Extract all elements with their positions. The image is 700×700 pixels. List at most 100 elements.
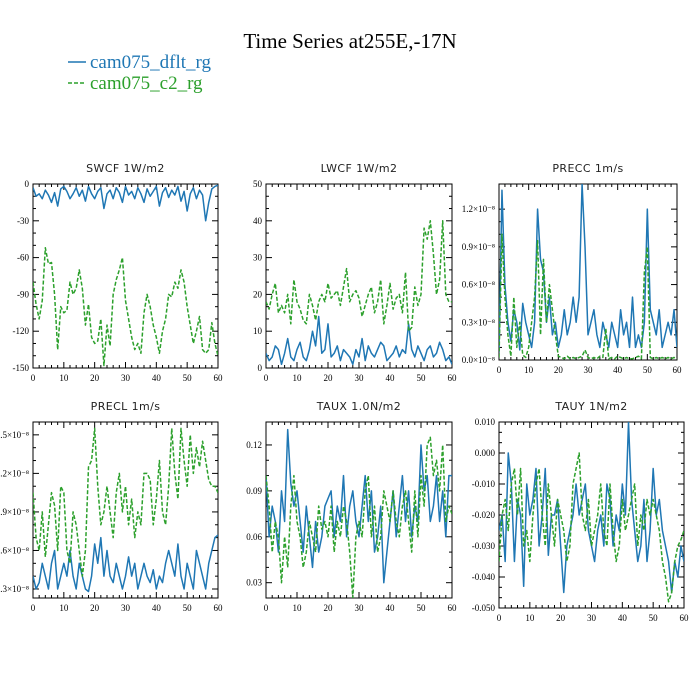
swcf-series-group [33, 184, 218, 367]
precl-series-c2-line [33, 427, 218, 577]
lwcf-series-dflt-line [266, 315, 452, 366]
precl-ytick-label: .5×10⁻⁸ [0, 430, 29, 440]
tauy-series-c2-line [499, 452, 684, 603]
lwcf-ytick-label: 20 [253, 289, 263, 299]
lwcf-xtick-label: 60 [448, 373, 458, 383]
taux-panel-title: TAUX 1.0N/m2 [316, 400, 401, 413]
lwcf-series-c2-line [266, 220, 452, 332]
taux-plot-frame [265, 421, 453, 599]
taux-ytick-label: 0.06 [246, 532, 262, 542]
swcf-ytick-label: 0 [25, 179, 30, 189]
tauy-ytick-label: 0.010 [475, 417, 496, 427]
lwcf-plot-frame [265, 183, 453, 369]
lwcf-ytick-label: 40 [253, 216, 263, 226]
lwcf-series-group [266, 220, 452, 366]
tauy-xtick-label: 30 [587, 613, 597, 623]
panel-grid: SWCF 1W/m2 0 10 20 30 40 50 60 0 -30 -60 -90 -120 -15… [0, 162, 689, 623]
precl-ytick-label: .9×10⁻⁸ [0, 507, 29, 517]
legend: cam075_dflt_rg cam075_c2_rg [68, 52, 212, 94]
lwcf-ytick-label: 50 [253, 179, 263, 189]
precc-panel-title: PRECC 1m/s [552, 162, 623, 175]
taux-xtick-label: 60 [448, 603, 458, 613]
tauy-ytick-label: -0.050 [472, 603, 496, 613]
swcf-ytick-label: -150 [13, 363, 30, 373]
tauy-xtick-label: 20 [556, 613, 566, 623]
panel-swcf: SWCF 1W/m2 0 10 20 30 40 50 60 0 -30 -60 -90 -120 -15… [13, 162, 224, 383]
lwcf-xtick-label: 30 [355, 373, 365, 383]
swcf-xtick-label: 10 [59, 373, 69, 383]
precc-series-dflt-line [499, 184, 677, 353]
swcf-xtick-label: 0 [31, 373, 36, 383]
lwcf-ytick-label: 30 [253, 253, 263, 263]
precc-xtick-label: 40 [613, 365, 623, 375]
swcf-xtick-label: 60 [214, 373, 224, 383]
swcf-ytick-label: -90 [17, 289, 29, 299]
taux-xtick-label: 40 [386, 603, 396, 613]
lwcf-xtick-label: 50 [417, 373, 427, 383]
lwcf-xtick-label: 40 [386, 373, 396, 383]
lwcf-xtick-label: 0 [264, 373, 269, 383]
swcf-xtick-label: 30 [121, 373, 131, 383]
precl-panel-title: PRECL 1m/s [91, 400, 161, 413]
taux-ytick-label: 0.12 [246, 440, 262, 450]
precl-xtick-label: 50 [183, 603, 193, 613]
legend-label-dflt: cam075_dflt_rg [90, 52, 212, 73]
panel-lwcf: LWCF 1W/m2 0 10 20 30 40 50 60 0 10 20 30 40 50 [253, 162, 457, 383]
panel-tauy: TAUY 1N/m2 0 10 20 30 40 50 60 -0.050 -0.040 -0.03… [472, 400, 689, 623]
lwcf-xtick-label: 10 [293, 373, 303, 383]
legend-label-c2: cam075_c2_rg [90, 73, 203, 94]
tauy-panel-title: TAUY 1N/m2 [554, 400, 627, 413]
lwcf-ytick-label: 10 [253, 326, 263, 336]
precl-ytick-label: .3×10⁻⁸ [0, 584, 29, 594]
precl-ytick-label: .2×10⁻⁸ [0, 468, 29, 478]
precl-xtick-label: 20 [90, 603, 100, 613]
precc-ytick-label: 0.6×10⁻⁸ [462, 280, 495, 290]
taux-ytick-label: 0.09 [246, 486, 262, 496]
precc-ytick-label: 0.0×10⁻⁸ [462, 355, 495, 365]
precl-xtick-label: 40 [152, 603, 162, 613]
tauy-xtick-label: 10 [525, 613, 535, 623]
tauy-series-group [499, 422, 684, 603]
precc-xtick-label: 10 [524, 365, 534, 375]
swcf-panel-title: SWCF 1W/m2 [86, 162, 165, 175]
swcf-xtick-label: 20 [90, 373, 100, 383]
tauy-ytick-label: 0.000 [475, 448, 496, 458]
precl-series-dflt-line [33, 534, 218, 593]
taux-xtick-label: 10 [293, 603, 303, 613]
precl-xtick-label: 60 [214, 603, 224, 613]
swcf-xtick-label: 40 [152, 373, 162, 383]
lwcf-panel-title: LWCF 1W/m2 [321, 162, 398, 175]
swcf-ytick-label: -120 [13, 326, 30, 336]
tauy-ytick-label: -0.010 [472, 479, 496, 489]
swcf-series-c2-line [33, 247, 218, 367]
precc-xtick-label: 60 [673, 365, 683, 375]
tauy-xtick-label: 40 [618, 613, 628, 623]
lwcf-ytick-label: 0 [258, 363, 263, 373]
taux-xtick-label: 50 [417, 603, 427, 613]
lwcf-xtick-label: 20 [324, 373, 334, 383]
tauy-xtick-label: 50 [649, 613, 659, 623]
taux-series-dflt-line [266, 428, 452, 584]
panel-precl: PRECL 1m/s 0 10 20 30 40 50 60 .3×10⁻⁸ .6×10⁻⁸ .9×… [0, 400, 223, 613]
tauy-ytick-label: -0.030 [472, 541, 496, 551]
tauy-xtick-label: 60 [680, 613, 690, 623]
taux-ytick-label: 0.03 [246, 578, 262, 588]
precc-xtick-label: 50 [643, 365, 653, 375]
precl-series-group [33, 427, 218, 593]
precl-xtick-label: 30 [121, 603, 131, 613]
precl-xtick-label: 10 [59, 603, 69, 613]
swcf-series-dflt-line [33, 184, 218, 222]
legend-item-c2: cam075_c2_rg [68, 73, 203, 94]
swcf-ytick-label: -30 [17, 216, 29, 226]
precc-ytick-label: 0.3×10⁻⁸ [462, 317, 495, 327]
precl-ytick-label: .6×10⁻⁸ [0, 545, 29, 555]
tauy-ytick-label: -0.040 [472, 572, 496, 582]
precc-series-c2-line [499, 233, 677, 360]
precc-ytick-label: 1.2×10⁻⁸ [462, 204, 495, 214]
figure-title: Time Series at255E,-17N [243, 29, 456, 53]
taux-xtick-label: 0 [264, 603, 269, 613]
precc-ytick-label: 0.9×10⁻⁸ [462, 242, 495, 252]
tauy-series-dflt-line [499, 422, 684, 594]
tauy-ytick-label: -0.020 [472, 510, 496, 520]
